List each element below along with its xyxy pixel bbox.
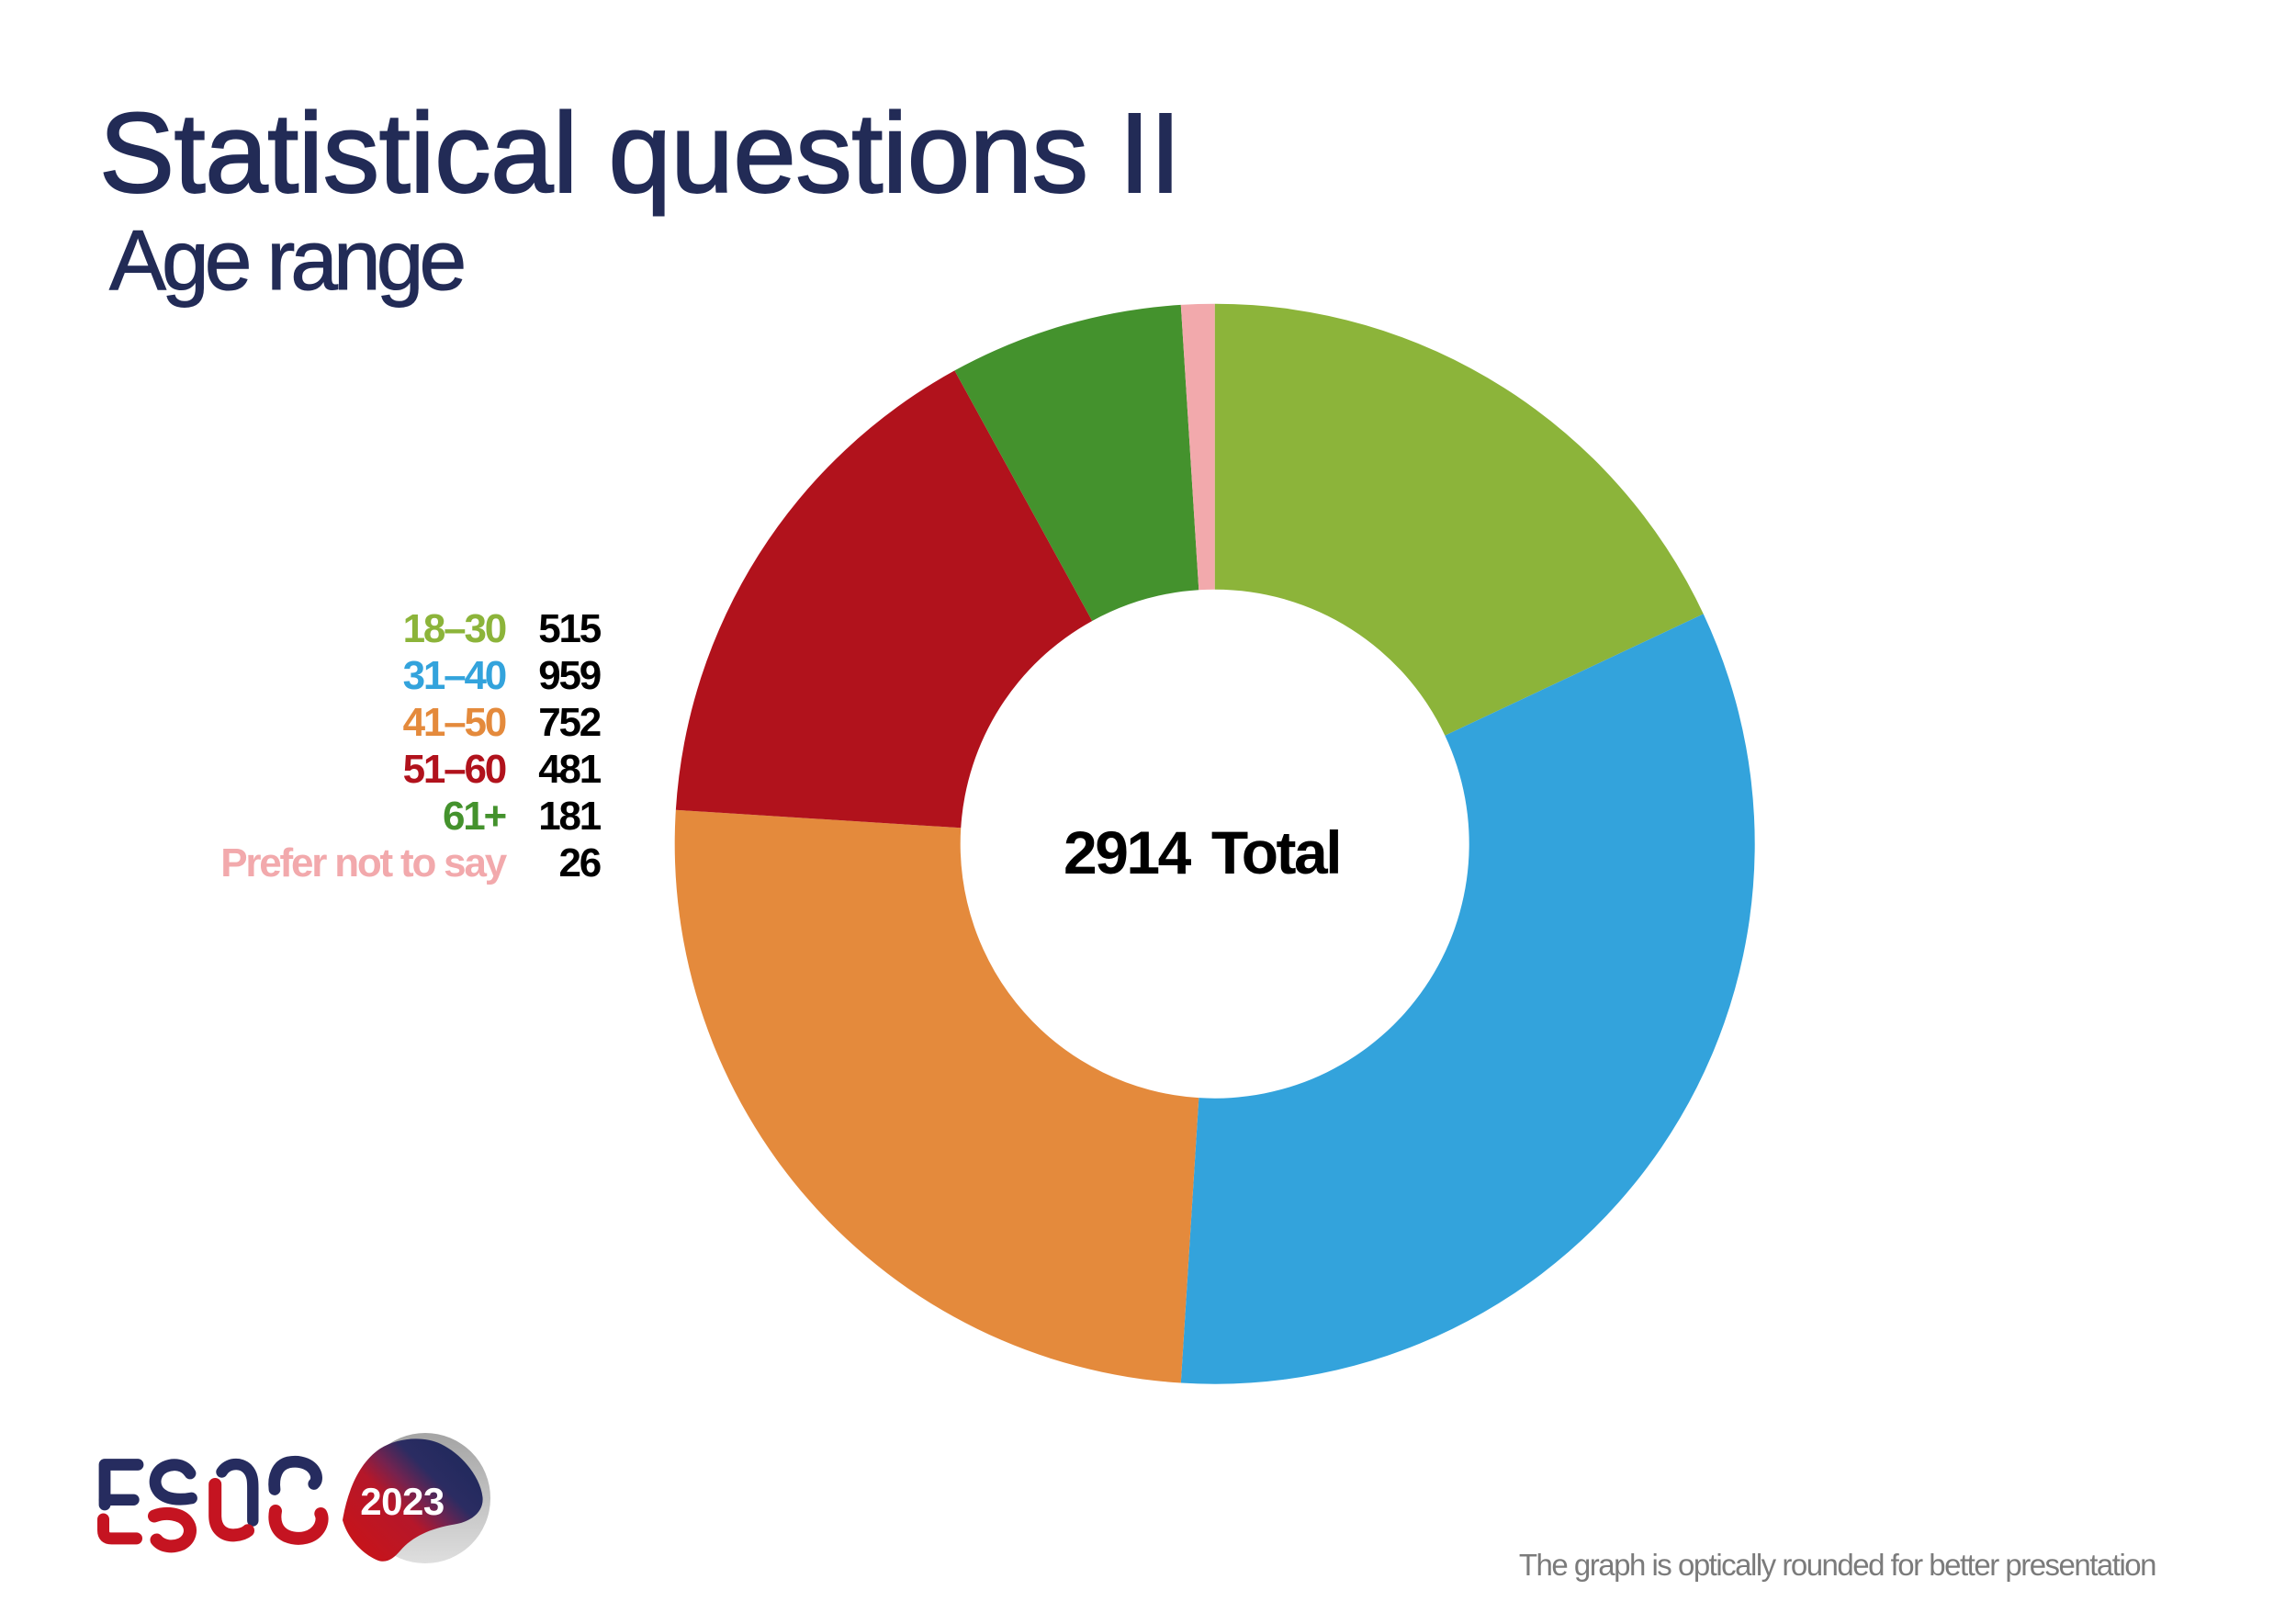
svg-text:2023: 2023 xyxy=(360,1480,444,1523)
